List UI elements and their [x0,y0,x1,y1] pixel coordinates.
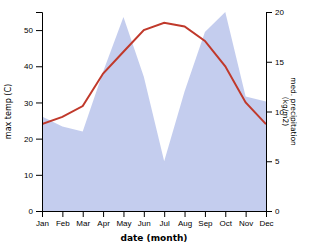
axis-line [267,13,273,212]
tick: Feb [56,211,70,228]
tick: Aug [178,211,192,228]
y-axis-title: max temp (C) [4,84,13,139]
tick-label: 20 [275,8,284,17]
tick-mark [36,102,42,103]
axis-line [36,13,43,212]
tick-mark [83,211,84,217]
tick-mark [205,211,206,217]
tick: 20 [24,135,42,144]
tick-label: 0 [275,207,280,216]
tick-mark [266,211,272,212]
tick-mark [62,211,63,217]
tick-label: Jan [36,219,49,228]
tick-mark [36,211,42,212]
tick: Apr [97,211,110,228]
tick-label: 5 [275,157,280,166]
tick-label: Apr [97,219,110,228]
line [42,23,266,124]
tick-mark [144,211,145,217]
tick-label: 50 [24,26,33,35]
tick-label: Mar [76,219,90,228]
tick: Jan [36,211,49,228]
tick-label: 10 [24,171,33,180]
tick-label: 15 [275,58,284,67]
tick-mark [103,211,104,217]
tick-mark [36,175,42,176]
tick-mark [266,62,272,63]
tick: 20 [266,8,284,17]
axis-line [43,212,267,218]
tick-mark [123,211,124,217]
tick-mark [164,211,165,217]
x-axis-title: date (month) [121,233,188,243]
tick-label: Oct [220,219,233,228]
tick: 40 [24,62,42,71]
tick: May [116,211,131,228]
tick: Sep [198,211,213,228]
tick-label: Nov [239,219,253,228]
marks [42,12,266,211]
tick: Dec [259,211,273,228]
tick: Nov [239,211,253,228]
y2-axis-title-line: (kg/m2) [281,97,290,127]
tick-label: 0 [29,207,34,216]
tick-mark [36,30,42,31]
tick-mark [266,12,272,13]
tick-mark [266,112,272,113]
tick-label: 20 [24,135,33,144]
tick-label: 30 [24,99,33,108]
tick-label: Dec [259,219,273,228]
area [42,12,266,211]
plot: JanFebMarAprMayJunJulAugSepOctNovDec0102… [24,8,284,228]
tick-mark [246,211,247,217]
tick-label: May [116,219,131,228]
tick: 10 [24,171,42,180]
tick: Jun [138,211,151,228]
tick: 30 [24,99,42,108]
tick: Jul [160,211,170,228]
tick: 0 [29,207,42,216]
tick-mark [266,161,272,162]
tick-label: Jul [160,219,170,228]
tick: 50 [24,26,42,35]
y2-axis-title: med. precipitation(kg/m2) [281,77,298,146]
tick-mark [185,211,186,217]
tick-label: 40 [24,62,33,71]
tick-label: Feb [56,219,70,228]
tick-label: Jun [138,219,151,228]
chart: JanFebMarAprMayJunJulAugSepOctNovDec0102… [0,0,318,247]
tick: 5 [266,157,280,166]
tick-mark [36,139,42,140]
x-axis: Jan Feb Mar Apr May Jun Jul Aug Sep Oct Nov Dec [36,211,274,228]
tick-label: Sep [198,219,213,228]
y-axis: 0 10 20 30 40 50 [24,13,42,217]
tick-mark [36,66,42,67]
tick-label: Aug [178,219,192,228]
tick: 15 [266,58,284,67]
tick: Mar [76,211,90,228]
tick-mark [225,211,226,217]
tick: 0 [266,207,280,216]
tick: Oct [220,211,233,228]
